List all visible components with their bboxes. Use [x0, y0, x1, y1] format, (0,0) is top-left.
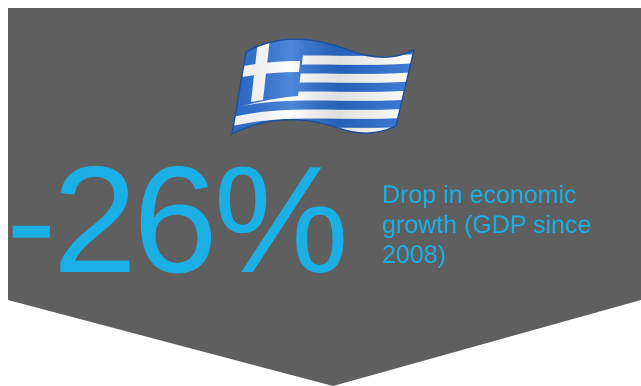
stat-description-line-2: growth (GDP since	[382, 211, 592, 239]
stat-description-line-3: 2008)	[382, 241, 446, 269]
greece-flag-icon	[231, 38, 416, 136]
stat-value: -26%	[6, 135, 349, 305]
stat-description: Drop in economic growth (GDP since 2008)	[382, 180, 641, 270]
stat-description-line-1: Drop in economic	[382, 181, 577, 209]
